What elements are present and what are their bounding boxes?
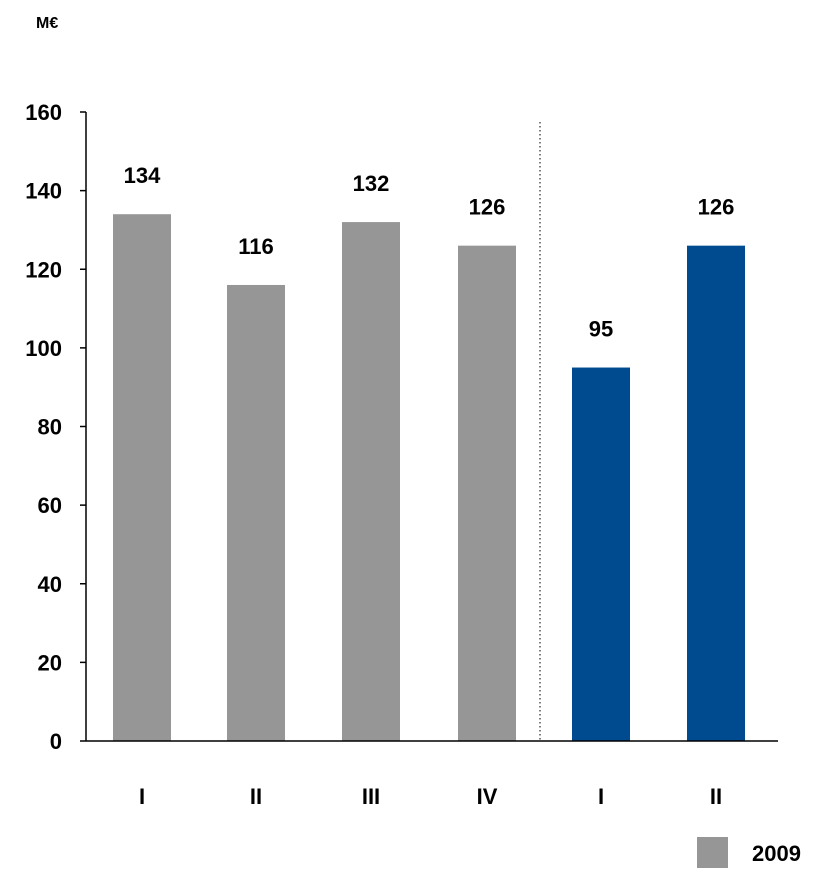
bar: [687, 245, 745, 741]
bar: [342, 222, 400, 741]
data-label: 134: [124, 163, 161, 188]
y-tick-label: 60: [38, 493, 62, 518]
data-label: 116: [238, 234, 274, 259]
bar: [113, 214, 171, 741]
legend-swatch-2009: [697, 837, 728, 868]
y-tick-label: 0: [50, 729, 62, 754]
y-tick-label: 120: [25, 257, 62, 282]
legend-label-2009: 2009: [752, 841, 801, 866]
y-tick-label: 100: [25, 336, 62, 361]
category-label: I: [139, 784, 145, 809]
bar: [458, 245, 516, 741]
data-label: 95: [589, 317, 613, 342]
category-label: IV: [477, 784, 498, 809]
y-tick-label: 160: [25, 100, 62, 125]
y-axis-unit: M€: [36, 15, 58, 32]
y-tick-label: 20: [38, 650, 62, 675]
y-tick-label: 40: [38, 572, 62, 597]
data-label: 132: [353, 171, 390, 196]
category-label: I: [598, 784, 604, 809]
bar: [572, 367, 630, 741]
category-label: II: [710, 784, 722, 809]
y-tick-label: 140: [25, 179, 62, 204]
category-label: III: [362, 784, 380, 809]
category-label: II: [250, 784, 262, 809]
data-label: 126: [698, 195, 735, 220]
y-tick-label: 80: [38, 415, 62, 440]
bar: [227, 284, 285, 741]
data-label: 126: [469, 195, 506, 220]
